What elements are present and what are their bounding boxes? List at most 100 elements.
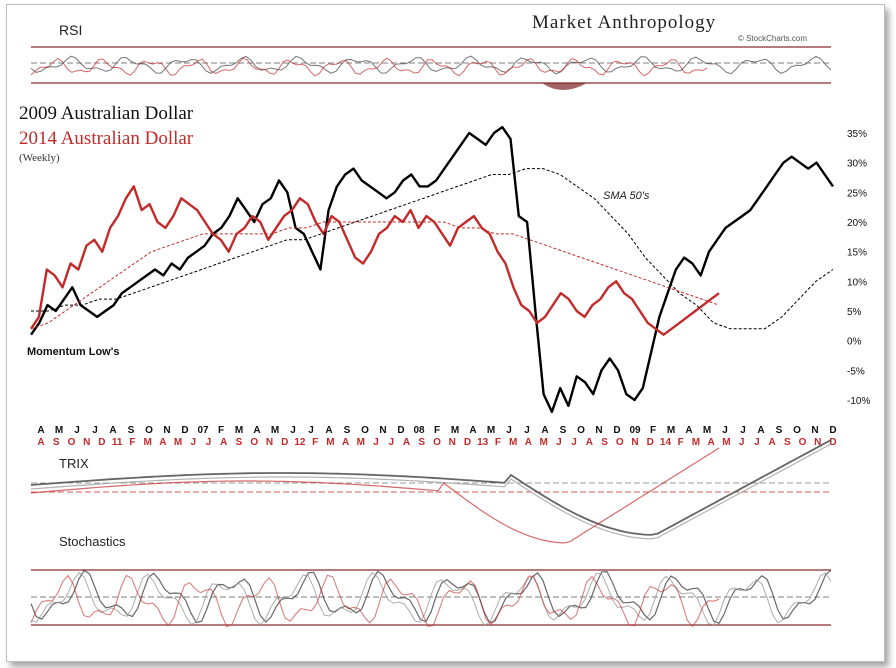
x-tick-label-2009: N (379, 425, 386, 436)
stochastics-label: Stochastics (59, 534, 126, 549)
x-tick-label-2009: F (218, 425, 224, 436)
x-tick-label-2009: N (595, 425, 602, 436)
x-tick-label-2014: N (449, 437, 456, 448)
x-tick-label-2009: M (55, 425, 63, 436)
x-tick-label-2014: A (159, 437, 166, 448)
x-tick-label-2009: O (145, 425, 153, 436)
x-axis: A M J J A S O N D 07 F M A M J J A S O N D 08 F M A M J J A S O N D 09 F M A… (37, 425, 836, 448)
x-tick-label-2009: J (308, 425, 314, 436)
x-tick-label-2014: S (418, 437, 425, 448)
y-tick-label: 25% (847, 188, 867, 199)
x-tick-label-2014: S (236, 437, 243, 448)
x-tick-label-2014: J (754, 437, 760, 448)
x-tick-label-2014: 14 (660, 437, 672, 448)
x-tick-label-2009: J (722, 425, 728, 436)
x-tick-label-2009: D (397, 425, 404, 436)
x-tick-label-2009: J (506, 425, 512, 436)
x-tick-label-2014: J (571, 437, 577, 448)
x-tick-label-2014: F (495, 437, 501, 448)
x-tick-label-2009: M (487, 425, 495, 436)
x-tick-label-2014: O (616, 437, 624, 448)
x-tick-label-2009: D (181, 425, 188, 436)
x-tick-label-2009: N (163, 425, 170, 436)
stoch-lines (30, 569, 832, 628)
momentum-annotation: Momentum Low's (27, 346, 119, 358)
y-tick-label: 15% (847, 248, 867, 259)
indicator-line (30, 574, 720, 628)
x-tick-label-2014: M (357, 437, 365, 448)
x-tick-label-2009: N (811, 425, 818, 436)
x-tick-label-2014: M (143, 437, 151, 448)
x-tick-label-2009: J (740, 425, 746, 436)
trix-panel: TRIX (30, 439, 832, 544)
x-tick-label-2009: M (235, 425, 243, 436)
indicator-line (30, 571, 832, 627)
indicator-line (30, 569, 832, 625)
x-tick-label-2014: A (403, 437, 410, 448)
x-tick-label-2014: J (556, 437, 562, 448)
x-tick-label-2014: M (722, 437, 730, 448)
brand-logo: Market Anthropology © StockCharts.com (532, 12, 807, 43)
y-tick-label: -5% (847, 366, 865, 377)
x-tick-label-2014: N (83, 437, 90, 448)
x-tick-label-2009: 08 (413, 425, 425, 436)
x-tick-label-2009: A (541, 425, 548, 436)
x-tick-label-2014: 13 (477, 437, 489, 448)
series-line-3 (30, 221, 720, 330)
x-tick-label-2009: A (469, 425, 476, 436)
y-tick-label: 10% (847, 277, 867, 288)
x-tick-label-2014: O (250, 437, 258, 448)
y-tick-label: 5% (847, 307, 862, 318)
chart-frame: RSI Market Anthropology © StockCharts.co… (6, 4, 885, 662)
x-tick-label-2014: N (266, 437, 273, 448)
x-tick-label-2009: D (613, 425, 620, 436)
x-tick-label-2014: O (68, 437, 76, 448)
x-tick-label-2014: A (708, 437, 715, 448)
x-tick-label-2014: M (692, 437, 700, 448)
y-tick-label: -10% (847, 396, 870, 407)
x-tick-label-2009: S (776, 425, 783, 436)
x-tick-label-2009: M (703, 425, 711, 436)
x-tick-label-2014: O (433, 437, 441, 448)
x-tick-label-2014: S (53, 437, 60, 448)
x-tick-label-2009: A (109, 425, 116, 436)
trix-line (30, 447, 720, 544)
x-tick-label-2014: A (768, 437, 775, 448)
x-tick-label-2014: D (281, 437, 288, 448)
x-tick-label-2009: M (271, 425, 279, 436)
x-tick-label-2009: J (92, 425, 98, 436)
x-tick-label-2009: A (757, 425, 764, 436)
x-tick-label-2009: O (361, 425, 369, 436)
x-tick-label-2014: J (739, 437, 745, 448)
stochastics-panel: Stochastics (30, 534, 832, 628)
x-tick-label-2009: O (577, 425, 585, 436)
sma-annotation: SMA 50's (603, 190, 650, 202)
chart-svg: RSI Market Anthropology © StockCharts.co… (19, 12, 870, 628)
trix-line (30, 443, 832, 540)
x-tick-label-2014: D (829, 437, 836, 448)
x-tick-label-2009: S (560, 425, 567, 436)
x-tick-label-2014: F (129, 437, 135, 448)
x-tick-label-2014: A (525, 437, 532, 448)
chart-note: (Weekly) (19, 152, 60, 164)
x-tick-label-2014: M (326, 437, 334, 448)
y-tick-label: 35% (847, 129, 867, 140)
x-tick-label-2009: A (253, 425, 260, 436)
series-line-0 (30, 125, 834, 414)
x-tick-label-2014: N (631, 437, 638, 448)
x-tick-label-2014: 11 (112, 437, 123, 448)
x-tick-label-2014: S (601, 437, 608, 448)
x-tick-label-2009: 09 (629, 425, 641, 436)
chart-title: 2009 Australian Dollar (19, 103, 194, 124)
x-tick-label-2014: F (678, 437, 684, 448)
main-plot (30, 125, 834, 414)
rsi-oversold-fill (542, 83, 587, 90)
x-tick-label-2014: M (539, 437, 547, 448)
x-tick-label-2009: F (434, 425, 440, 436)
x-tick-label-2009: M (451, 425, 459, 436)
y-axis: 35% 30% 25% 20% 15% 10% 5% 0% -5% -10% (847, 129, 870, 407)
rsi-label: RSI (59, 22, 82, 38)
x-tick-label-2014: A (586, 437, 593, 448)
x-tick-label-2014: A (220, 437, 227, 448)
rsi-lines (30, 55, 832, 90)
